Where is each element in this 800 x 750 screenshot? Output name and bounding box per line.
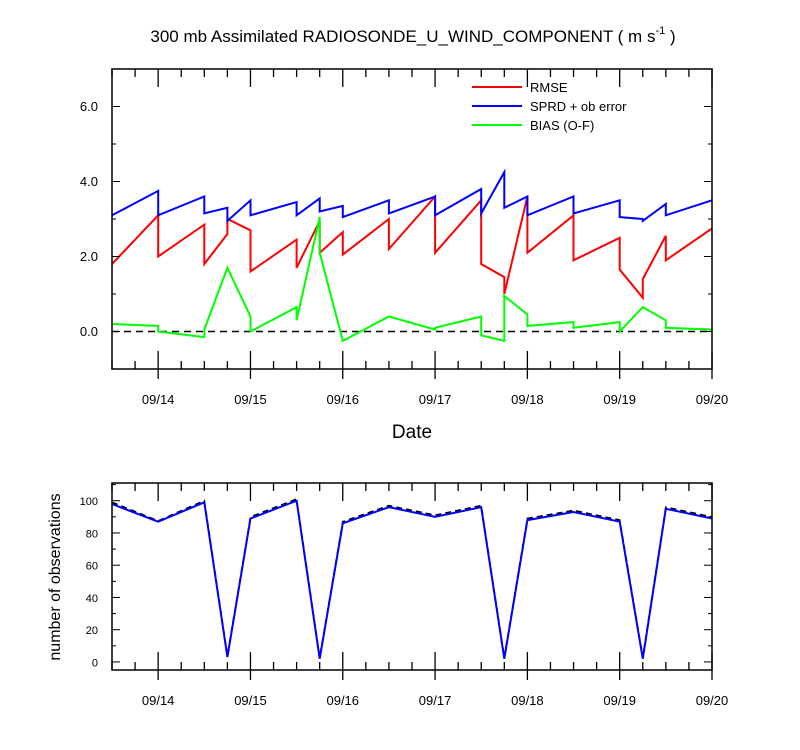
series-line-rmse [111,193,713,301]
y-tick-label: 80 [86,528,98,540]
y-tick-label: 0 [92,657,98,669]
x-tick-label: 09/19 [603,693,636,708]
x-tick-label: 09/18 [511,392,544,407]
x-tick-label: 09/20 [696,693,729,708]
x-tick-label: 09/15 [234,392,267,407]
series-line-sprd-ob-error [111,168,713,224]
y-tick-label: 2.0 [80,249,98,264]
legend-label: BIAS (O-F) [530,118,594,133]
chart-title: 300 mb Assimilated RADIOSONDE_U_WIND_COM… [150,25,675,46]
top-legend: RMSE SPRD + ob error BIAS (O-F) [472,80,627,133]
x-tick-label: 09/18 [511,693,544,708]
x-tick-label: 09/15 [234,693,267,708]
bottom-panel: 0 20 40 60 80 100 09/14 09/15 09/16 09/17 09/18 09/… [47,482,729,708]
x-tick-label: 09/17 [419,392,452,407]
x-tick-label: 09/19 [603,392,636,407]
top-axes: 0.0 2.0 4.0 6.0 09/14 09/15 09/16 09/17 09/18 09/… [80,68,729,407]
top-panel: 0.0 2.0 4.0 6.0 09/14 09/15 09/16 09/17 09/18 09/… [80,68,729,443]
x-tick-label: 09/16 [326,693,359,708]
legend-label: RMSE [530,80,568,95]
top-plot-content [111,168,713,343]
x-tick-label: 09/14 [142,392,175,407]
series-line-possible [111,497,713,658]
x-tick-label: 09/17 [419,693,452,708]
legend-label: SPRD + ob error [530,99,627,114]
x-tick-label: 09/14 [142,693,175,708]
y-tick-label: 6.0 [80,99,98,114]
chart-title-sup: -1 [655,25,665,37]
y-tick-label: 0.0 [80,324,98,339]
bottom-axes: 0 20 40 60 80 100 09/14 09/15 09/16 09/17 09/18 09/… [80,483,729,708]
chart-title-end: ) [665,27,675,46]
bottom-y-axis-label: number of observations [47,493,64,660]
y-tick-label: 20 [86,625,98,637]
series-line-used [111,499,713,659]
x-tick-label: 09/20 [696,392,729,407]
series-line-bias-o-f [111,216,713,343]
x-tick-label: 09/16 [326,392,359,407]
chart-title-main: 300 mb Assimilated RADIOSONDE_U_WIND_COM… [150,27,655,46]
y-tick-label: 4.0 [80,174,98,189]
y-tick-label: 40 [86,593,98,605]
top-x-axis-label: Date [392,422,432,443]
y-tick-label: 100 [80,496,98,508]
y-tick-label: 60 [86,561,98,573]
bottom-plot-content [111,497,713,659]
